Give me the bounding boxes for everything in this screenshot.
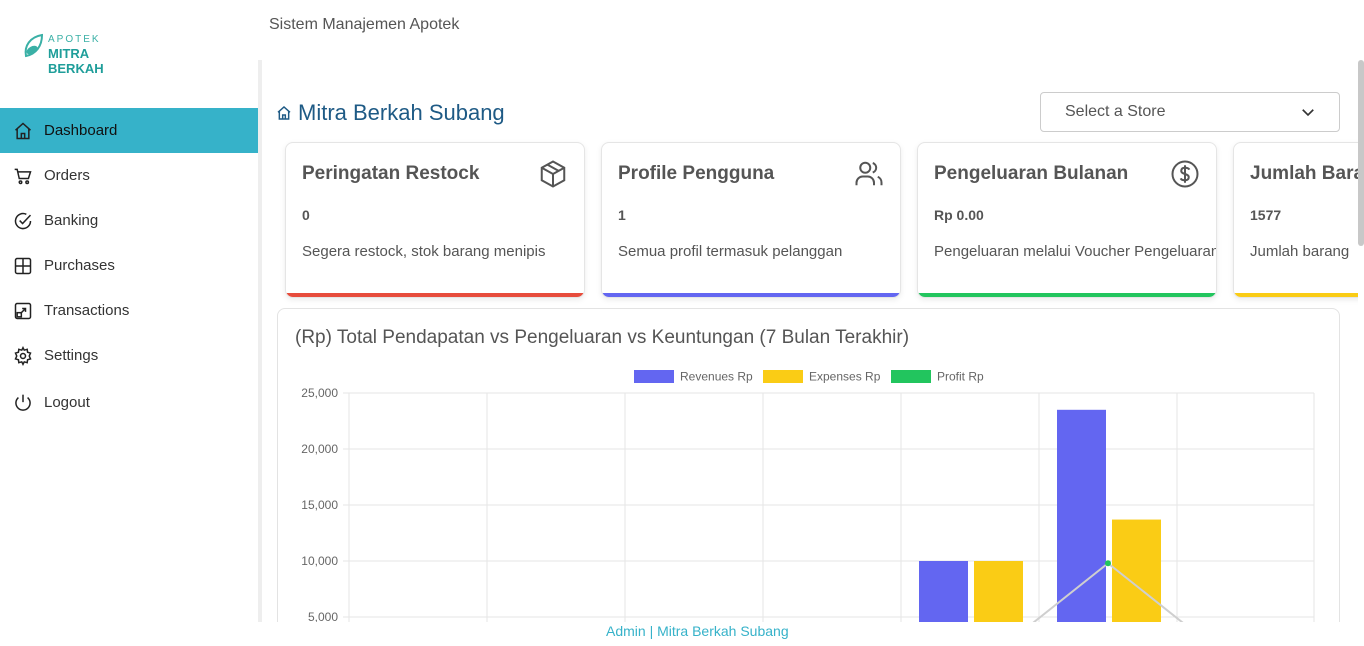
- sidebar: APOTEK MITRA BERKAH Dashboard Orders Ban…: [0, 0, 258, 646]
- card-description: Pengeluaran melalui Voucher Pengeluaran: [934, 243, 1217, 260]
- power-icon: [12, 392, 34, 414]
- y-tick-label: 15,000: [301, 498, 338, 512]
- card-value: 1577: [1250, 207, 1282, 223]
- sidebar-item-label: Orders: [44, 167, 90, 184]
- sidebar-item-purchases[interactable]: Purchases: [0, 243, 258, 288]
- card-description: Semua profil termasuk pelanggan: [618, 243, 843, 260]
- sidebar-item-banking[interactable]: Banking: [0, 198, 258, 243]
- card-value: 0: [302, 207, 310, 223]
- card-accent-bar: [602, 293, 900, 297]
- card-accent-bar: [1234, 293, 1358, 297]
- brand-logo[interactable]: APOTEK MITRA BERKAH: [22, 32, 142, 76]
- card-item-count[interactable]: Jumlah Barang 1577 Jumlah barang: [1233, 142, 1358, 298]
- sidebar-item-label: Transactions: [44, 302, 130, 319]
- dollar-icon: [1170, 159, 1200, 194]
- sidebar-item-orders[interactable]: Orders: [0, 153, 258, 198]
- card-restock[interactable]: Peringatan Restock 0 Segera restock, sto…: [285, 142, 585, 298]
- revenue-chart: 25,000 20,000 15,000 10,000 5,000 Revenues Rp…: [301, 370, 1315, 646]
- main-content: Mitra Berkah Subang Select a Store Perin…: [258, 60, 1358, 646]
- y-tick-label: 5,000: [308, 610, 338, 624]
- bar-revenue: [1057, 409, 1106, 646]
- card-title: Pengeluaran Bulanan: [934, 163, 1129, 184]
- check-circle-icon: [12, 210, 34, 232]
- sidebar-item-transactions[interactable]: Transactions: [0, 288, 258, 333]
- home-icon: [276, 105, 292, 121]
- sidebar-item-settings[interactable]: Settings: [0, 333, 258, 378]
- page-title: Mitra Berkah Subang: [276, 100, 505, 126]
- logo-leaf-icon: [24, 33, 44, 58]
- legend-label: Revenues Rp: [680, 370, 753, 384]
- legend-swatch: [763, 370, 803, 383]
- legend-swatch: [634, 370, 674, 383]
- card-title: Profile Pengguna: [618, 163, 775, 184]
- box-icon: [538, 159, 568, 194]
- home-icon: [12, 120, 34, 142]
- y-tick-label: 10,000: [301, 554, 338, 568]
- revenue-chart-panel: (Rp) Total Pendapatan vs Pengeluaran vs …: [277, 308, 1340, 646]
- card-title: Jumlah Barang: [1250, 163, 1358, 184]
- sidebar-item-label: Banking: [44, 212, 99, 229]
- card-title: Peringatan Restock: [302, 163, 480, 184]
- sidebar-item-label: Settings: [44, 347, 99, 364]
- store-select[interactable]: Select a Store: [1040, 92, 1340, 132]
- sidebar-item-label: Purchases: [44, 257, 115, 274]
- store-select-placeholder: Select a Store: [1065, 103, 1166, 120]
- users-icon: [854, 159, 884, 194]
- brand-line-2: MITRA BERKAH: [48, 46, 104, 76]
- page-title-text: Mitra Berkah Subang: [298, 100, 505, 125]
- top-bar: Sistem Manajemen Apotek: [258, 0, 1364, 60]
- card-value: Rp 0.00: [934, 207, 984, 223]
- gear-icon: [12, 345, 34, 367]
- card-description: Jumlah barang: [1250, 243, 1350, 260]
- card-description: Segera restock, stok barang menipis: [302, 243, 546, 260]
- y-tick-label: 20,000: [301, 442, 338, 456]
- chart-title: (Rp) Total Pendapatan vs Pengeluaran vs …: [295, 327, 910, 348]
- footer: Admin | Mitra Berkah Subang: [0, 622, 1364, 646]
- transfer-icon: [12, 300, 34, 322]
- chevron-down-icon: [1299, 103, 1317, 126]
- legend-swatch: [891, 370, 931, 383]
- brand-line-1: APOTEK: [48, 34, 101, 45]
- legend-label: Expenses Rp: [809, 370, 881, 384]
- sidebar-item-logout[interactable]: Logout: [0, 380, 258, 425]
- sidebar-item-label: Dashboard: [44, 122, 118, 139]
- card-accent-bar: [918, 293, 1216, 297]
- app-title: Sistem Manajemen Apotek: [269, 16, 460, 33]
- cart-icon: [12, 165, 34, 187]
- y-tick-label: 25,000: [301, 386, 338, 400]
- sidebar-item-dashboard[interactable]: Dashboard: [0, 108, 258, 153]
- page-scrollbar[interactable]: [1358, 60, 1364, 246]
- card-expenses[interactable]: Pengeluaran Bulanan Rp 0.00 Pengeluaran …: [917, 142, 1217, 298]
- sidebar-item-label: Logout: [44, 394, 90, 411]
- profit-point: [1105, 560, 1111, 567]
- card-value: 1: [618, 207, 626, 223]
- card-accent-bar: [286, 293, 584, 297]
- grid-icon: [12, 255, 34, 277]
- card-profile[interactable]: Profile Pengguna 1 Semua profil termasuk…: [601, 142, 901, 298]
- footer-text: Admin | Mitra Berkah Subang: [606, 623, 789, 639]
- legend-label: Profit Rp: [937, 370, 984, 384]
- sidebar-nav: Dashboard Orders Banking Purchases Trans…: [0, 108, 258, 425]
